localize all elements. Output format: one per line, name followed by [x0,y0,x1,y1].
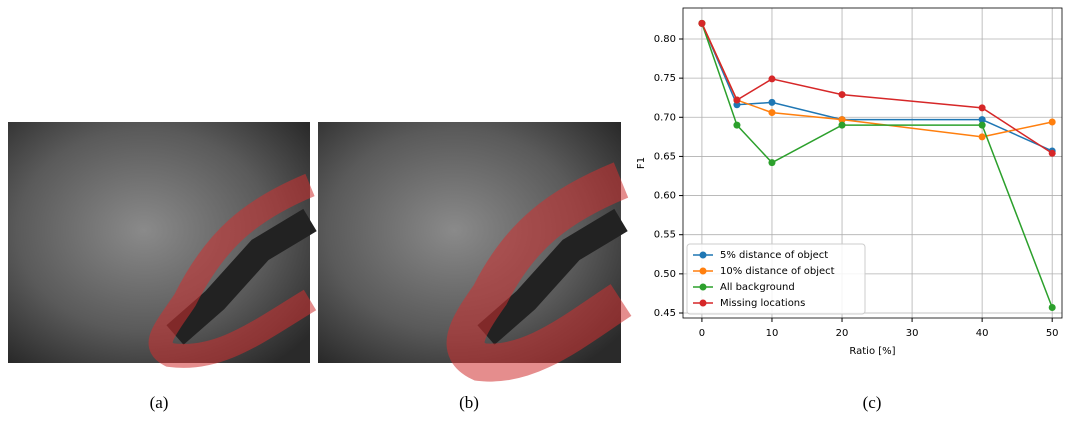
y-tick-label: 0.65 [654,151,676,162]
data-point [1048,118,1056,126]
legend-marker [699,283,707,291]
y-tick-label: 0.50 [654,269,676,280]
x-tick-label: 50 [1046,328,1059,339]
x-tick-label: 0 [699,328,705,339]
legend-marker [699,251,707,259]
legend-box [686,243,866,315]
series-line [701,23,1053,154]
data-point [838,91,846,99]
legend-marker [699,267,707,275]
legend-label: 5% distance of object [720,250,828,261]
caption: (a) [150,393,169,412]
x-tick-label: 20 [836,328,849,339]
y-tick-label: 0.70 [654,112,676,123]
y-tick-label: 0.45 [654,308,676,319]
y-tick-label: 0.55 [654,230,676,241]
x-axis-label: Ratio [%] [849,346,895,357]
y-tick-label: 0.60 [654,191,676,202]
data-point [978,116,986,124]
data-point [838,121,846,129]
data-point [978,133,986,141]
data-point [768,159,776,167]
series-line [701,23,1053,152]
x-tick-label: 40 [976,328,989,339]
data-point [733,121,741,129]
data-point [978,121,986,129]
x-tick-label: 10 [766,328,779,339]
data-point [1048,304,1056,312]
data-point [1048,149,1056,157]
legend-marker [699,299,707,307]
y-tick-label: 0.75 [654,73,676,84]
caption: (c) [863,393,882,412]
x-tick-label: 30 [906,328,919,339]
data-point [768,75,776,83]
legend-label: Missing locations [720,298,805,309]
legend-label: 10% distance of object [720,266,835,277]
data-point [768,98,776,106]
y-axis-label: F1 [636,157,647,169]
series-line [701,23,1053,308]
chart: 0.45 0.50 0.55 0.60 0.65 0.70 0.75 0.80 0 10 20 30 4… [636,7,1063,357]
image-b [318,122,632,382]
data-point [978,104,986,112]
caption: (b) [459,393,479,412]
plot-frame [682,7,1063,319]
data-point [698,19,706,27]
data-point [838,116,846,124]
legend-label: All background [720,282,795,293]
image-a [8,122,317,368]
y-tick-label: 0.80 [654,34,676,45]
data-point [768,109,776,117]
data-point [733,96,741,104]
